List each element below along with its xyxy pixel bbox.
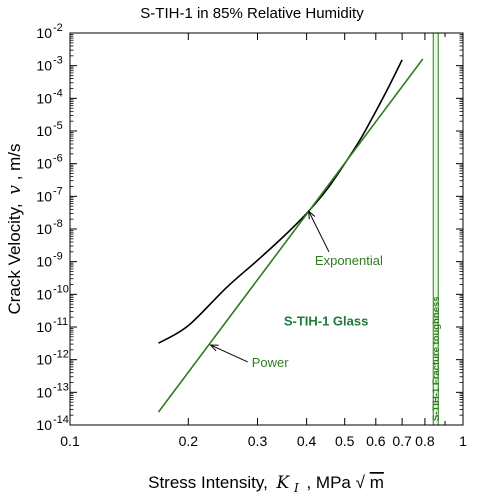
- x-axis-symbol: K: [276, 473, 291, 493]
- y-tick-exponent: -13: [53, 381, 69, 393]
- y-tick-exponent: -5: [53, 120, 63, 132]
- y-tick-label: 10: [36, 156, 52, 172]
- x-axis-ticks: 0.1 0.2 0.3 0.4 0.5 0.6 0.7 0.8 1: [60, 33, 467, 449]
- x-axis-units: , MPa: [306, 473, 351, 492]
- y-tick-exponent: -2: [53, 22, 63, 34]
- annotation-exponential: Exponential: [315, 253, 383, 268]
- y-tick-label: 10: [36, 90, 52, 106]
- y-tick-exponent: -6: [53, 153, 63, 165]
- annotation-arrowhead-exponential: [308, 210, 316, 220]
- y-axis-units: , m/s: [5, 143, 24, 180]
- y-tick-label: 10: [36, 319, 52, 335]
- annotation-s-tih-1-glass: S-TIH-1 Glass: [284, 314, 369, 329]
- x-tick-label: 0.3: [248, 433, 268, 449]
- x-axis-root-arg: m: [370, 473, 384, 492]
- annotation-power: Power: [252, 355, 290, 370]
- x-tick-label: 0.2: [179, 433, 199, 449]
- y-axis-symbol: v: [5, 185, 25, 195]
- y-tick-exponent: -10: [53, 283, 69, 295]
- x-tick-label: 0.1: [60, 433, 80, 449]
- fracture-toughness-band: S-TIH-1 Fracture toughness: [431, 32, 442, 426]
- y-tick-label: 10: [36, 286, 52, 302]
- y-tick-exponent: -11: [53, 316, 68, 328]
- x-tick-label: 0.4: [297, 433, 317, 449]
- series-line-power: [157, 58, 424, 413]
- x-axis-label: Stress Intensity, K I , MPa √ m: [148, 473, 384, 496]
- y-tick-exponent: -7: [53, 185, 63, 197]
- y-tick-label: 10: [36, 123, 52, 139]
- y-tick-label: 10: [36, 58, 52, 74]
- series-layer: [157, 58, 424, 413]
- x-tick-label: 0.7: [392, 433, 412, 449]
- y-tick-label: 10: [36, 417, 52, 433]
- y-tick-exponent: -9: [53, 251, 63, 263]
- y-tick-exponent: -14: [53, 414, 69, 426]
- annotation-arrowhead-power: [209, 344, 219, 352]
- x-tick-label: 1: [459, 433, 467, 449]
- y-tick-exponent: -12: [53, 349, 69, 361]
- x-axis-root: √: [356, 473, 366, 492]
- x-tick-label: 0.5: [335, 433, 355, 449]
- y-axis-label: Crack Velocity, v , m/s: [5, 143, 25, 314]
- y-tick-exponent: -4: [53, 87, 63, 99]
- annotations: Exponential Power S-TIH-1 Glass: [209, 210, 383, 370]
- fracture-toughness-label: S-TIH-1 Fracture toughness: [431, 296, 442, 421]
- x-axis-subscript: I: [293, 481, 299, 495]
- y-axis-label-prefix: Crack Velocity,: [5, 203, 24, 314]
- annotation-arrow-power: [210, 344, 248, 363]
- x-axis-label-prefix: Stress Intensity,: [148, 473, 268, 492]
- y-tick-exponent: -8: [53, 218, 63, 230]
- y-tick-label: 10: [36, 254, 52, 270]
- annotation-arrow-exponential: [308, 211, 330, 253]
- y-tick-label: 10: [36, 188, 52, 204]
- series-line-exponential: [158, 59, 403, 344]
- y-tick-exponent: -3: [53, 55, 63, 67]
- x-tick-label: 0.8: [415, 433, 435, 449]
- y-tick-label: 10: [36, 384, 52, 400]
- x-tick-label: 0.6: [366, 433, 386, 449]
- chart-title: S-TIH-1 in 85% Relative Humidity: [140, 5, 364, 22]
- y-tick-label: 10: [36, 221, 52, 237]
- y-tick-label: 10: [36, 25, 52, 41]
- y-tick-label: 10: [36, 352, 52, 368]
